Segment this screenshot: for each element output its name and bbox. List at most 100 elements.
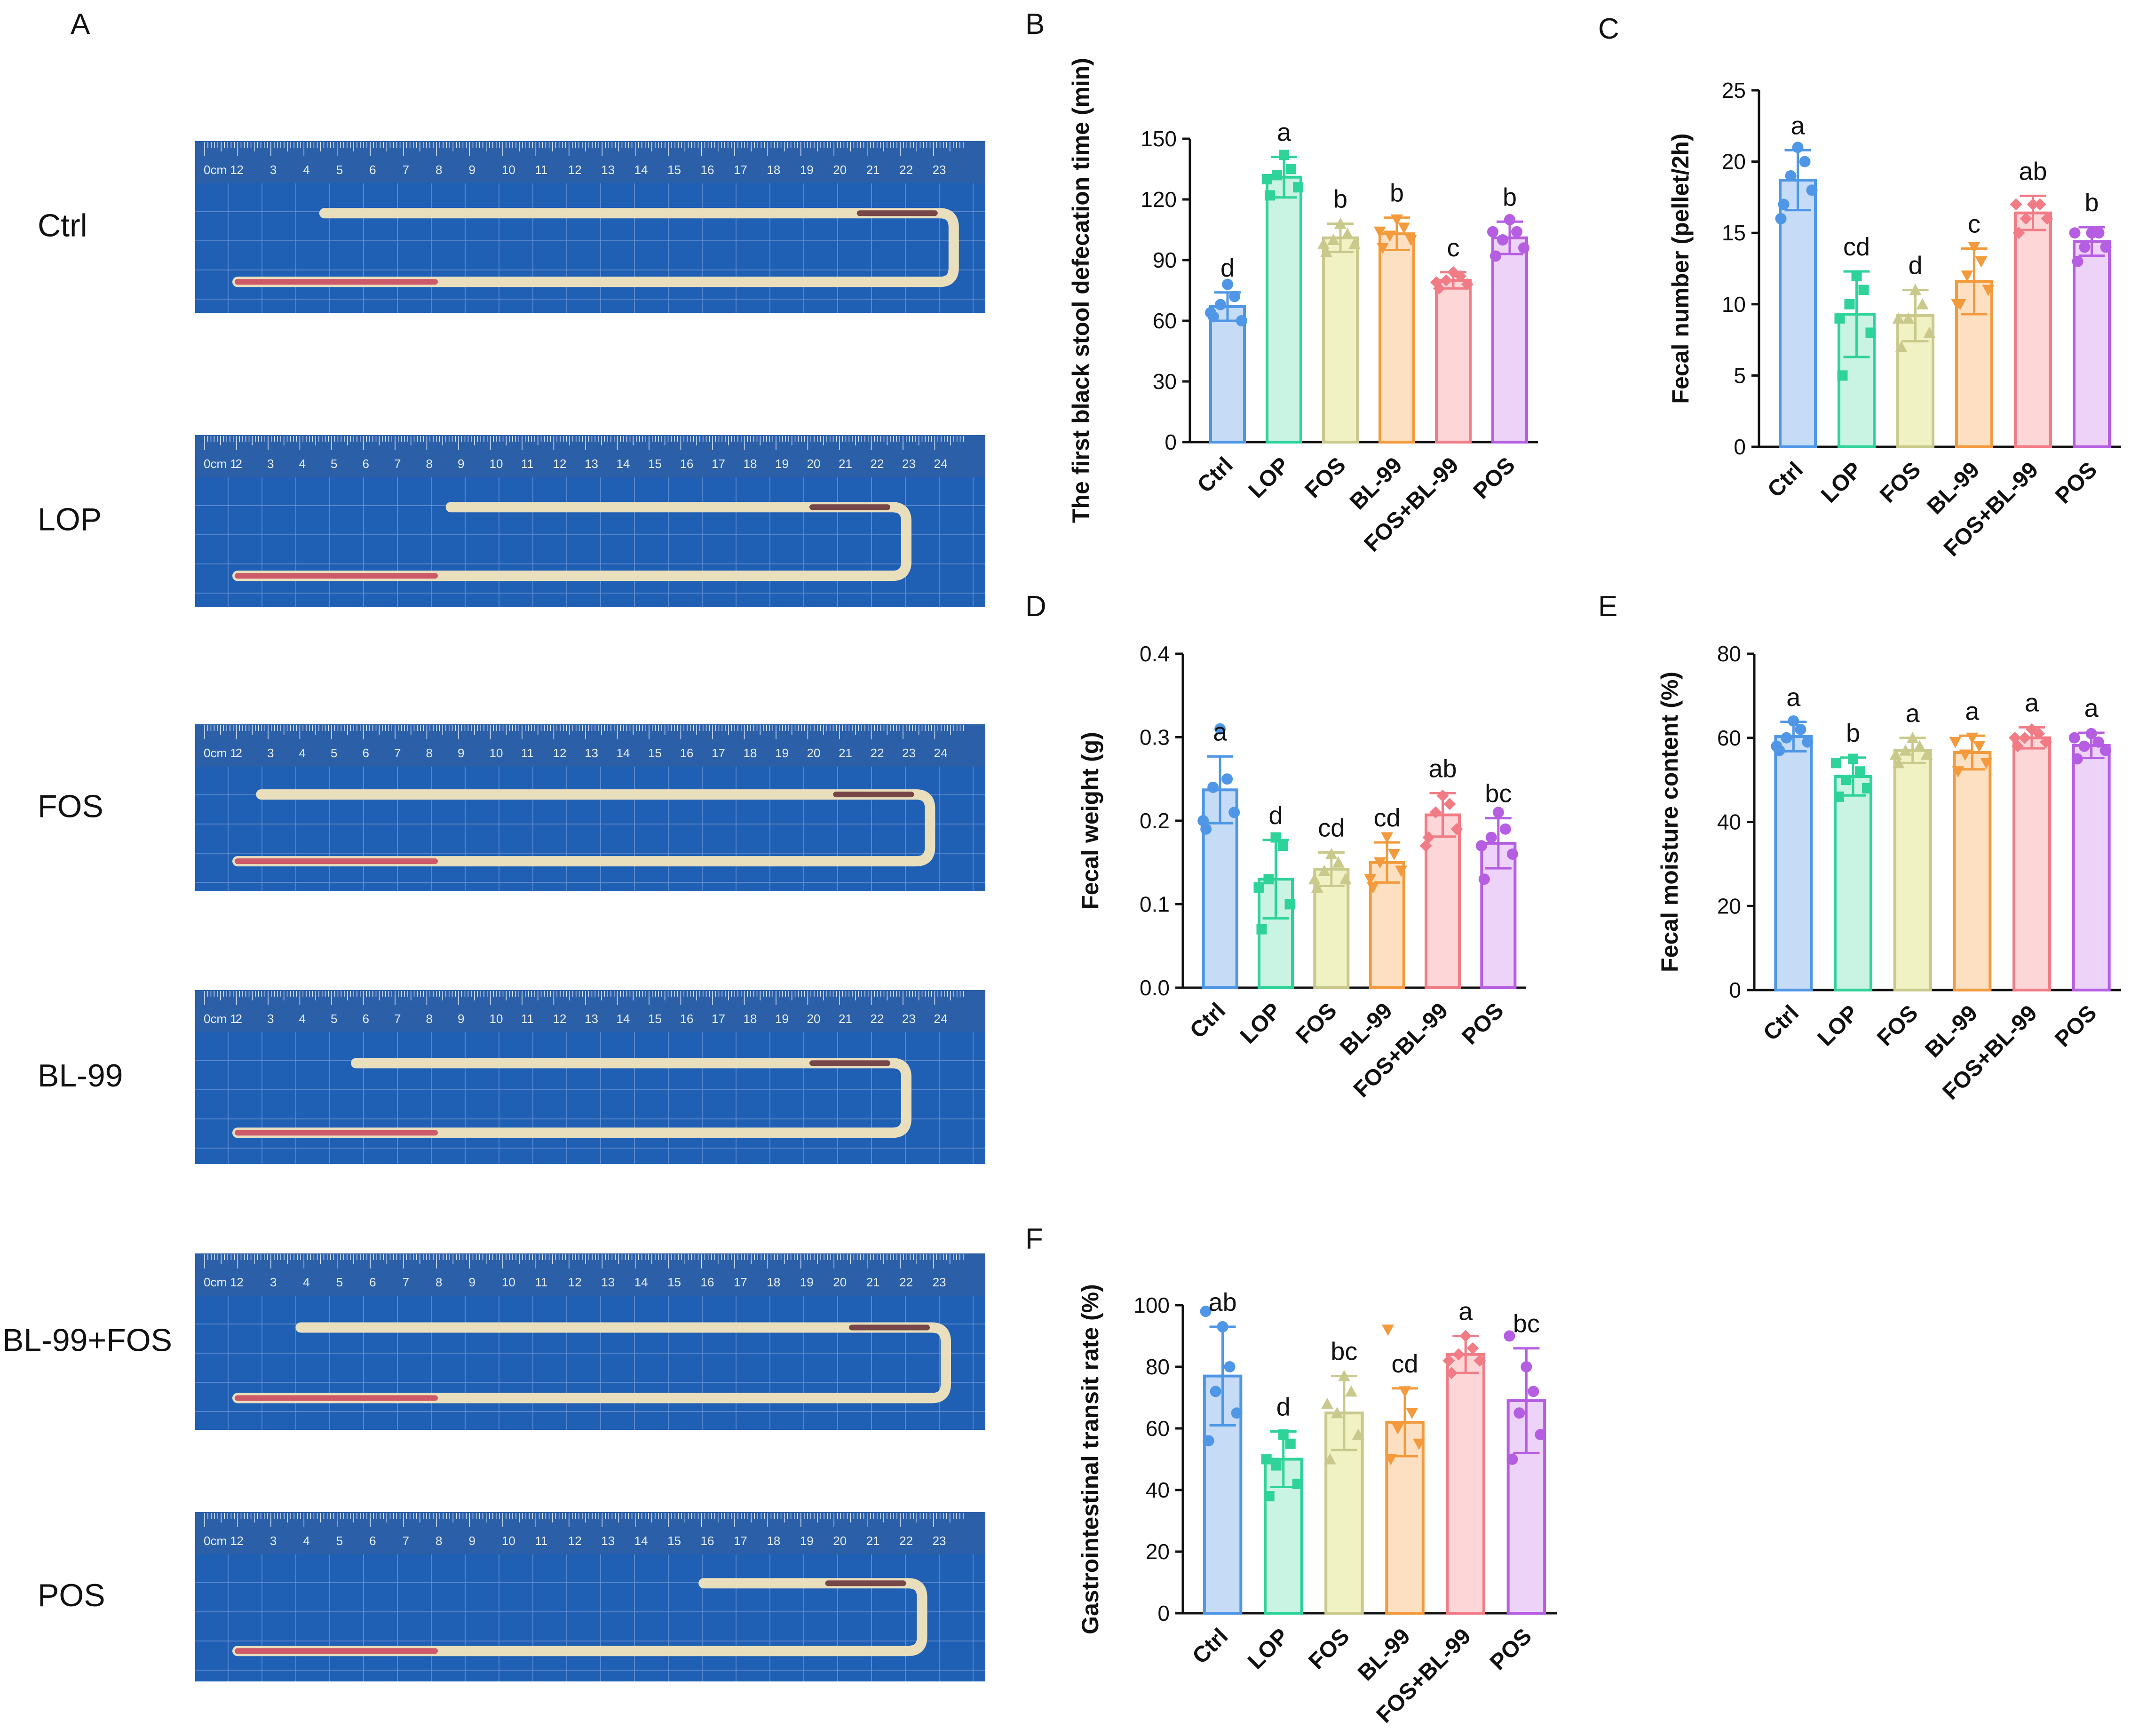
bar-pos bbox=[2072, 744, 2111, 991]
ruler-number: 15 bbox=[648, 1012, 662, 1026]
data-point bbox=[1806, 184, 1818, 196]
data-point bbox=[1535, 1429, 1546, 1441]
significance-label: ab bbox=[1428, 754, 1457, 783]
ruler-number: 13 bbox=[601, 1534, 615, 1548]
ruler-number: 0cm 1 bbox=[204, 1275, 237, 1289]
data-point bbox=[1385, 1454, 1397, 1466]
significance-label: b bbox=[1390, 179, 1404, 207]
ruler-number: 5 bbox=[331, 1012, 337, 1026]
data-point bbox=[1284, 899, 1295, 910]
y-tick-label: 40 bbox=[1146, 1478, 1170, 1502]
ruler-number: 21 bbox=[866, 1534, 880, 1548]
intestine bbox=[232, 1058, 911, 1138]
ruler-number: 20 bbox=[833, 1534, 847, 1548]
bar-lop bbox=[1834, 775, 1872, 991]
ruler-number: 10 bbox=[490, 1012, 503, 1026]
panel-c-letter: C bbox=[1598, 13, 1619, 45]
ruler-number: 6 bbox=[363, 457, 369, 471]
ruler-number: 19 bbox=[775, 457, 789, 471]
significance-label: a bbox=[1790, 111, 1805, 140]
data-point bbox=[1788, 715, 1799, 727]
ruler-number: 2 bbox=[237, 1534, 243, 1548]
x-tick-label: LOP bbox=[1236, 998, 1286, 1048]
y-tick-label: 0 bbox=[1157, 1601, 1170, 1625]
data-point bbox=[1892, 312, 1905, 324]
data-point bbox=[1851, 270, 1862, 281]
ruler-number: 16 bbox=[680, 1012, 694, 1026]
data-point bbox=[1413, 1438, 1426, 1450]
data-point bbox=[1848, 753, 1858, 764]
data-point bbox=[1949, 737, 1962, 748]
y-tick-label: 0.3 bbox=[1140, 725, 1170, 750]
data-point bbox=[1285, 1438, 1296, 1449]
y-tick-label: 0.0 bbox=[1140, 975, 1170, 1000]
ruler-number: 10 bbox=[502, 1275, 515, 1289]
data-point bbox=[1499, 823, 1511, 835]
x-tick-label: Ctrl bbox=[1759, 1000, 1804, 1046]
y-tick-label: 20 bbox=[1717, 894, 1741, 918]
data-point bbox=[1980, 758, 1993, 769]
ruler-number: 15 bbox=[648, 746, 662, 760]
data-point bbox=[1778, 198, 1790, 210]
ruler-number: 14 bbox=[634, 1275, 648, 1289]
data-point bbox=[1261, 1454, 1272, 1465]
ruler-number: 2 bbox=[236, 746, 242, 760]
significance-label: b bbox=[2084, 189, 2099, 217]
ruler-number: 20 bbox=[807, 457, 821, 471]
y-axis-title: The first black stool defecation time (m… bbox=[1068, 58, 1094, 523]
data-point bbox=[1228, 807, 1240, 818]
data-point bbox=[1399, 1386, 1411, 1398]
panel-b-letter: B bbox=[1025, 8, 1045, 40]
data-point bbox=[2009, 731, 2021, 744]
data-point bbox=[1338, 1370, 1350, 1381]
ruler-number: 11 bbox=[521, 746, 534, 760]
ruler-number: 20 bbox=[833, 163, 847, 177]
ruler-number: 6 bbox=[369, 1275, 376, 1289]
ruler-number: 19 bbox=[775, 746, 789, 760]
ruler-number: 18 bbox=[744, 457, 757, 471]
ruler-number: 18 bbox=[767, 1275, 780, 1289]
chart-e: E 0 20 40 60 80 Fecal moisture content (%) a Ctr… bbox=[1598, 590, 2121, 1105]
data-point bbox=[1858, 285, 1869, 295]
intestine bbox=[232, 1322, 951, 1403]
data-point bbox=[1862, 783, 1872, 793]
significance-label: ab bbox=[1209, 1288, 1237, 1316]
y-tick-label: 40 bbox=[1717, 810, 1741, 834]
data-point bbox=[1221, 773, 1233, 785]
data-point bbox=[1490, 250, 1501, 262]
ruler-number: 16 bbox=[701, 163, 714, 177]
data-point bbox=[1485, 832, 1497, 843]
ruler-number: 22 bbox=[871, 1012, 884, 1026]
y-tick-label: 20 bbox=[1146, 1539, 1170, 1564]
ruler-number: 24 bbox=[934, 1012, 948, 1026]
ruler-number: 15 bbox=[667, 1275, 681, 1289]
y-tick-label: 0 bbox=[1729, 978, 1741, 1002]
data-point bbox=[2079, 241, 2091, 253]
significance-label: cd bbox=[1318, 814, 1345, 842]
data-point bbox=[1528, 1386, 1539, 1397]
chart-b: B 0 30 60 90 120 150 The first black stool defe… bbox=[1025, 8, 1538, 557]
data-point bbox=[1334, 217, 1347, 229]
y-tick-label: 20 bbox=[1722, 150, 1746, 174]
data-point bbox=[1920, 748, 1933, 760]
data-point bbox=[1308, 873, 1321, 885]
x-tick-label: LOP bbox=[1813, 1000, 1863, 1051]
ruler-number: 2 bbox=[237, 163, 243, 177]
data-point bbox=[1429, 806, 1442, 819]
data-point bbox=[2078, 740, 2090, 752]
ruler-number: 19 bbox=[775, 1012, 789, 1026]
y-tick-label: 60 bbox=[1153, 309, 1177, 333]
bar-pos bbox=[2073, 240, 2111, 449]
data-point bbox=[1478, 873, 1490, 885]
bar-ctrl bbox=[1779, 179, 1817, 448]
ruler-number: 13 bbox=[601, 163, 615, 177]
ruler-number: 3 bbox=[267, 1012, 274, 1026]
ruler-number: 21 bbox=[839, 457, 852, 471]
ruler-number: 4 bbox=[303, 1534, 309, 1548]
bar-fos+bl-99 bbox=[1435, 279, 1472, 444]
data-point bbox=[1253, 882, 1264, 893]
ruler-strip bbox=[195, 724, 985, 767]
significance-label: cd bbox=[1843, 233, 1870, 261]
